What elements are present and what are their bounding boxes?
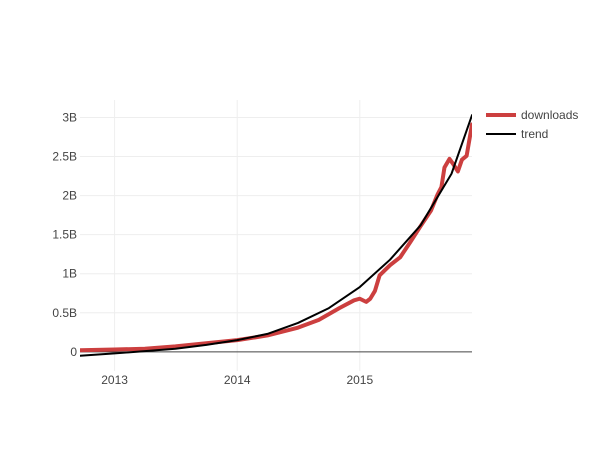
y-tick-label: 2.5B [52, 150, 77, 164]
y-tick-label: 2B [62, 189, 77, 203]
x-tick-label: 2013 [101, 373, 128, 387]
legend-label: downloads [521, 108, 578, 122]
y-tick-label: 0.5B [52, 306, 77, 320]
y-tick-label: 1.5B [52, 228, 77, 242]
y-tick-label: 1B [62, 267, 77, 281]
x-tick-label: 2015 [346, 373, 373, 387]
legend[interactable]: downloads trend [486, 108, 578, 141]
plot-area [80, 114, 472, 357]
x-tick-label: 2014 [224, 373, 251, 387]
y-tick-label: 3B [62, 110, 77, 124]
grid [80, 100, 472, 371]
legend-item-trend[interactable]: trend [486, 127, 548, 141]
legend-label: trend [521, 127, 548, 141]
series-line-trend [80, 114, 472, 357]
legend-item-downloads[interactable]: downloads [486, 108, 578, 122]
y-tick-label: 0 [70, 345, 77, 359]
